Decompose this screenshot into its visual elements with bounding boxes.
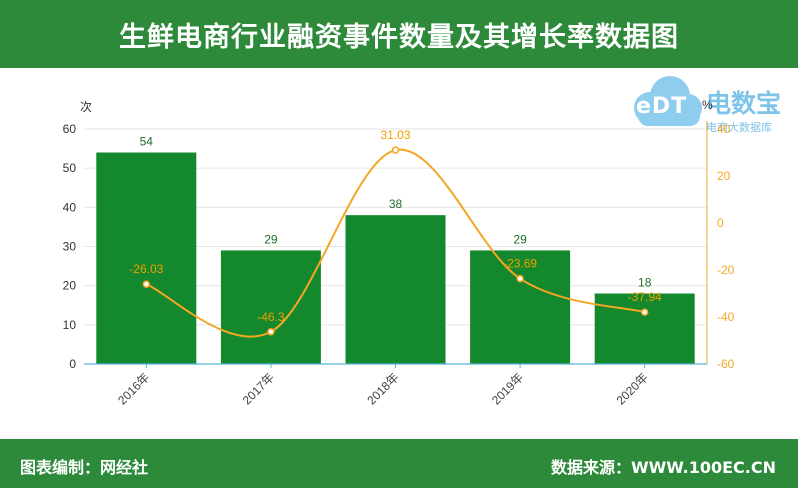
- bar: [345, 215, 446, 364]
- line-point: [142, 280, 151, 288]
- cloud-logo-icon: [634, 76, 702, 126]
- line-value-label: -46.3: [257, 310, 285, 324]
- line-point: [640, 308, 649, 316]
- x-tick-label: 2020年: [614, 370, 651, 407]
- bar-value-label: 54: [140, 135, 154, 149]
- line-value-label: 31.03: [380, 128, 410, 142]
- line-point: [516, 274, 524, 283]
- bar: [470, 250, 571, 364]
- logo-tagline: 电商大数据库: [706, 121, 772, 134]
- y-left-tick-label: 50: [63, 161, 77, 175]
- line-value-label: -37.94: [628, 290, 662, 304]
- y-left-tick-label: 60: [63, 122, 77, 136]
- combo-chart: 0 10 20 30 40 50 60 -60 -40 -20 0 20 40 次 % 54 29 38 29 18 2…: [63, 98, 735, 407]
- line-point: [267, 328, 275, 336]
- y-right-tick-label: 0: [717, 216, 724, 230]
- chart-title: 生鲜电商行业融资事件数量及其增长率数据图: [119, 21, 679, 53]
- y-right-axis-title: %: [702, 98, 713, 112]
- y-left-axis-title: 次: [80, 100, 92, 114]
- y-right-tick-label: -20: [717, 263, 735, 277]
- line-point: [391, 146, 400, 154]
- bar: [96, 152, 197, 364]
- footer-compiler: 图表编制：网经社: [20, 458, 149, 477]
- x-tick-label: 2018年: [364, 370, 401, 407]
- footer-source: 数据来源：WWW.100EC.CN: [550, 458, 776, 477]
- y-right-tick-label: 20: [717, 169, 731, 183]
- y-right-tick-label: -60: [717, 357, 735, 371]
- chart-header: 生鲜电商行业融资事件数量及其增长率数据图: [0, 0, 798, 68]
- bar-value-label: 18: [638, 276, 652, 290]
- y-right-tick-label: 40: [717, 122, 731, 136]
- logo-cloud-text: eDT: [636, 94, 688, 119]
- logo: eDT 电数宝 电商大数据库: [628, 70, 794, 136]
- y-left-tick-label: 0: [69, 357, 76, 371]
- chart-footer: 图表编制：网经社 数据来源：WWW.100EC.CN: [0, 439, 798, 488]
- bar-value-label: 29: [264, 232, 278, 246]
- y-left-tick-label: 30: [63, 240, 77, 254]
- line-value-label: -23.69: [503, 257, 537, 271]
- y-left-tick-label: 40: [63, 200, 77, 214]
- bar-value-label: 38: [389, 197, 403, 211]
- y-left-tick-label: 20: [63, 279, 77, 293]
- x-tick-label: 2019年: [489, 370, 526, 407]
- x-tick-label: 2016年: [115, 370, 152, 407]
- line-value-label: -26.03: [129, 262, 163, 276]
- x-tick-label: 2017年: [240, 370, 277, 407]
- bar: [220, 250, 321, 364]
- bar: [594, 293, 695, 364]
- y-left-tick-label: 10: [63, 318, 77, 332]
- bar-value-label: 29: [513, 232, 527, 246]
- y-right-tick-label: -40: [717, 310, 735, 324]
- logo-brand: 电数宝: [706, 89, 782, 118]
